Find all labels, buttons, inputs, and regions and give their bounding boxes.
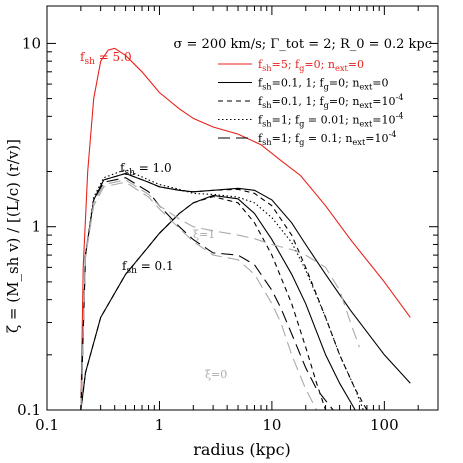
y-tick-label: 0.1: [17, 401, 41, 419]
curve-annotation: fsh​ = 0.1: [122, 259, 174, 276]
x-tick-label: 100: [370, 416, 399, 434]
x-tick-label: 1: [155, 416, 165, 434]
legend-label: fsh​=0.1, 1; fg​=0; next​=10-4​: [258, 92, 404, 110]
plot-frame: [46, 5, 439, 411]
curve-annotation: ξ=1: [193, 228, 215, 241]
series-line-5: [80, 196, 327, 411]
legend-label: fsh​=1; fg​ = 0.01; next​=10-4​: [258, 111, 404, 129]
curve-annotation: fsh​ = 1.0: [120, 161, 172, 178]
x-tick-label: 0.1: [35, 416, 59, 434]
series-line-1: [80, 47, 411, 411]
series-line-8: [80, 179, 360, 411]
legend-label: fsh​=1; fg​ = 0.1; next​=10-4​: [258, 129, 397, 147]
series-line-7: [80, 177, 334, 411]
series-line-9: [80, 181, 318, 411]
curve-annotation: fsh​ = 5.0: [80, 50, 132, 67]
x-tick-label: 10: [262, 416, 281, 434]
chart-header: σ = 200 km/s; Γ_tot = 2; R_0 = 0.2 kpc: [174, 37, 432, 52]
series-line-4: [80, 172, 368, 411]
series-line-2: [80, 172, 411, 411]
legend-label: fsh​=5; fg​=0; next​=0: [258, 58, 364, 73]
x-axis-label: radius (kpc): [193, 440, 291, 459]
legend-label: fsh​=0.1, 1; fg​=0; next​=0: [258, 77, 389, 92]
y-axis-label: ζ = (M_sh v) / [(L/c) (r/v)]: [4, 139, 22, 333]
curve-annotation: ξ=0: [205, 368, 227, 381]
y-tick-label: 10: [22, 34, 41, 52]
y-tick-label: 1: [31, 218, 41, 236]
